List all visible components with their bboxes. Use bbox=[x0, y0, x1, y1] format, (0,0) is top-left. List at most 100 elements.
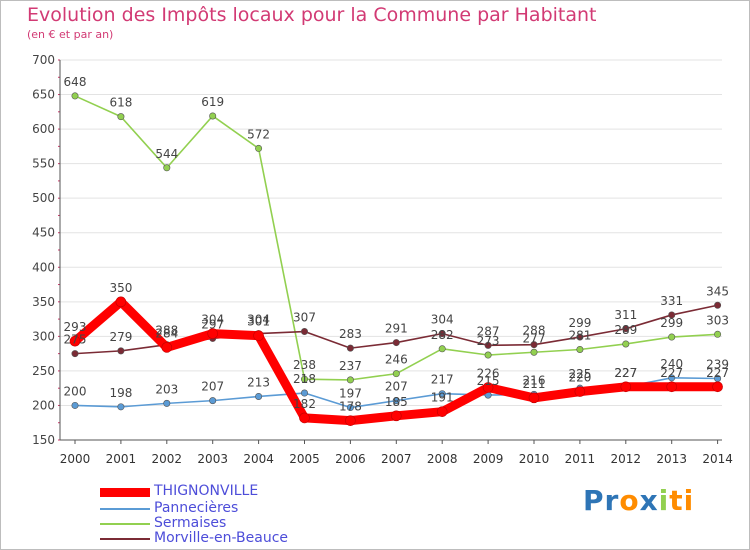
x-tick-label: 2014 bbox=[702, 452, 733, 466]
x-tick-label: 2004 bbox=[243, 452, 274, 466]
data-point bbox=[163, 164, 171, 172]
x-tick-label: 2011 bbox=[565, 452, 596, 466]
legend-label: Sermaises bbox=[154, 515, 227, 531]
data-label: 239 bbox=[706, 358, 729, 372]
data-point bbox=[392, 370, 400, 378]
data-point bbox=[117, 347, 125, 355]
data-point bbox=[714, 330, 722, 338]
data-label: 237 bbox=[339, 359, 362, 373]
y-tick-label: 350 bbox=[32, 295, 55, 309]
data-point bbox=[574, 386, 586, 397]
data-label: 297 bbox=[201, 317, 224, 331]
chart-subtitle: (en € et par an) bbox=[27, 28, 114, 41]
data-label: 287 bbox=[477, 324, 500, 338]
legend-swatch bbox=[100, 508, 150, 510]
x-tick-label: 2008 bbox=[427, 452, 458, 466]
data-point bbox=[576, 345, 584, 353]
data-point bbox=[255, 392, 263, 400]
data-label: 282 bbox=[431, 328, 454, 342]
data-label: 182 bbox=[293, 397, 316, 411]
legend-label: THIGNONVILLE bbox=[154, 483, 259, 499]
x-tick-label: 2013 bbox=[656, 452, 687, 466]
data-label: 311 bbox=[614, 308, 637, 322]
data-label: 304 bbox=[431, 313, 454, 327]
y-tick-label: 150 bbox=[32, 433, 55, 447]
data-label: 220 bbox=[568, 371, 591, 385]
data-point bbox=[668, 374, 676, 382]
data-label: 238 bbox=[293, 358, 316, 372]
data-point bbox=[69, 335, 81, 347]
data-label: 293 bbox=[64, 320, 87, 334]
data-point bbox=[482, 382, 494, 393]
x-tick-label: 2001 bbox=[106, 452, 137, 466]
data-point bbox=[300, 328, 308, 336]
data-label: 197 bbox=[339, 387, 362, 401]
data-point bbox=[390, 410, 402, 422]
data-label: 572 bbox=[247, 127, 270, 141]
data-point bbox=[484, 341, 492, 349]
data-label: 345 bbox=[706, 284, 729, 298]
data-label: 240 bbox=[660, 357, 683, 371]
data-point bbox=[620, 381, 632, 393]
data-point bbox=[392, 339, 400, 347]
data-point bbox=[712, 381, 723, 393]
data-point bbox=[484, 351, 492, 359]
data-point bbox=[666, 381, 678, 393]
data-point bbox=[622, 340, 630, 348]
chart-title: Evolution des Impôts locaux pour la Comm… bbox=[27, 4, 597, 26]
data-label: 291 bbox=[385, 322, 408, 336]
data-point bbox=[117, 403, 125, 411]
data-point bbox=[71, 92, 79, 100]
data-point bbox=[161, 342, 173, 353]
data-label: 191 bbox=[431, 391, 454, 405]
data-label: 303 bbox=[706, 313, 729, 327]
data-label: 178 bbox=[339, 400, 362, 414]
data-point bbox=[438, 345, 446, 353]
logo-letter: ti bbox=[669, 484, 695, 517]
data-label: 331 bbox=[660, 294, 683, 308]
data-point bbox=[299, 412, 310, 424]
data-point bbox=[346, 404, 354, 412]
y-tick-label: 650 bbox=[32, 88, 55, 102]
data-label: 648 bbox=[64, 75, 87, 89]
legend-swatch bbox=[100, 523, 150, 525]
data-label: 301 bbox=[247, 315, 270, 329]
data-label: 225 bbox=[568, 367, 591, 381]
data-point bbox=[392, 397, 400, 405]
data-label: 544 bbox=[155, 147, 178, 161]
data-label: 304 bbox=[201, 313, 224, 327]
data-point bbox=[438, 390, 446, 398]
x-tick-label: 2006 bbox=[335, 452, 366, 466]
data-label: 304 bbox=[247, 313, 270, 327]
data-point bbox=[576, 333, 584, 341]
legend-label: Pannecières bbox=[154, 500, 239, 516]
data-label: 218 bbox=[293, 372, 316, 386]
data-point bbox=[300, 375, 308, 383]
data-label: 227 bbox=[706, 366, 729, 380]
data-point bbox=[300, 389, 308, 397]
legend-label: Morville-en-Beauce bbox=[154, 530, 289, 546]
legend-swatch bbox=[100, 487, 150, 497]
data-point bbox=[209, 112, 217, 120]
data-label: 215 bbox=[477, 374, 500, 388]
logo-letter: Pr bbox=[583, 484, 620, 517]
x-tick-label: 2009 bbox=[473, 452, 504, 466]
y-tick-label: 600 bbox=[32, 122, 55, 136]
x-tick-label: 2000 bbox=[60, 452, 91, 466]
data-label: 618 bbox=[109, 96, 132, 110]
x-tick-label: 2007 bbox=[381, 452, 412, 466]
legend-swatch bbox=[100, 538, 150, 540]
data-label: 213 bbox=[247, 375, 270, 389]
logo-letter: x bbox=[639, 484, 659, 517]
logo-letter: i bbox=[658, 484, 670, 517]
data-label: 299 bbox=[568, 316, 591, 330]
data-label: 226 bbox=[477, 366, 500, 380]
data-label: 288 bbox=[155, 324, 178, 338]
data-point bbox=[115, 296, 127, 308]
y-tick-label: 300 bbox=[32, 329, 55, 343]
y-tick-label: 550 bbox=[32, 157, 55, 171]
data-label: 299 bbox=[660, 316, 683, 330]
x-tick-label: 2005 bbox=[289, 452, 320, 466]
y-tick-label: 400 bbox=[32, 260, 55, 274]
